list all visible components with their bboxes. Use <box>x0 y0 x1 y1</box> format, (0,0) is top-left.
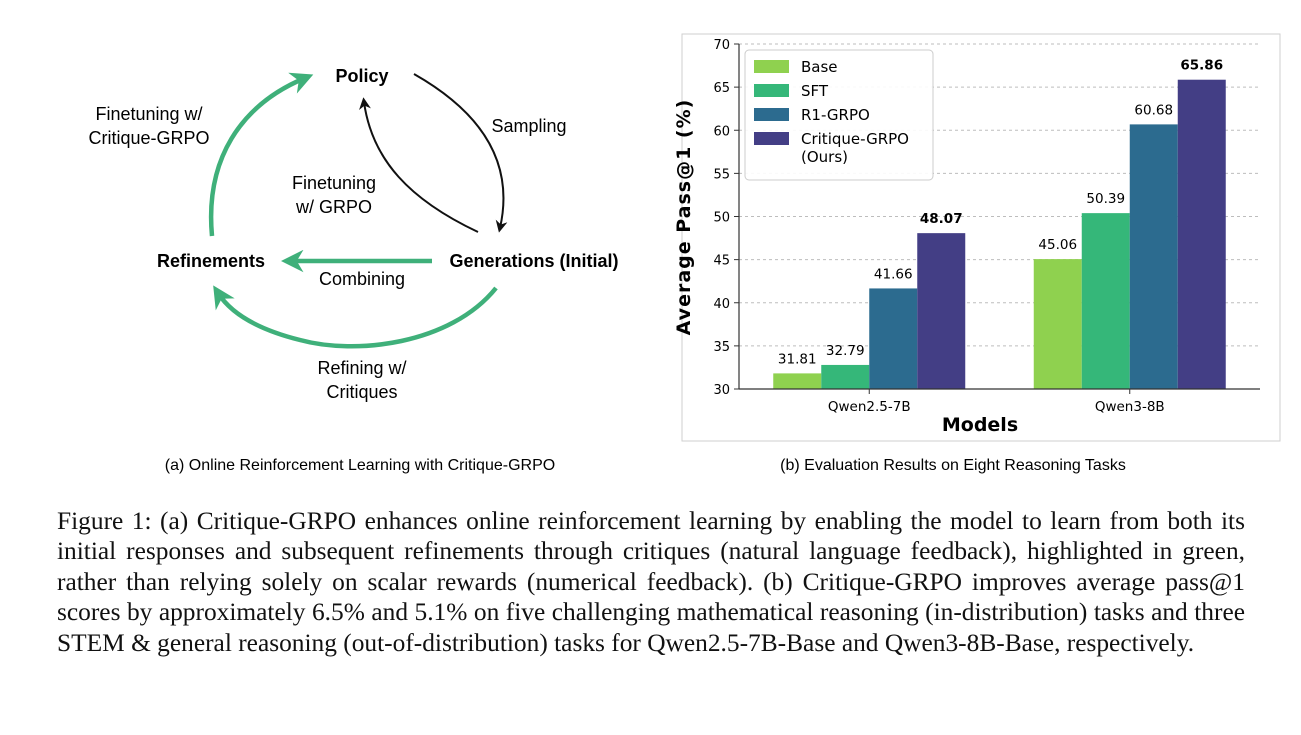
y-axis-title: Average Pass@1 (%) <box>673 99 695 336</box>
bar-value-label: 65.86 <box>1180 58 1223 74</box>
y-tick-label: 35 <box>713 340 730 355</box>
bar-value-label: 60.68 <box>1134 102 1173 118</box>
combining-label: Combining <box>319 269 405 289</box>
bar-value-label: 48.07 <box>920 211 963 227</box>
finetune-grpo-label-2: w/ GRPO <box>295 197 372 217</box>
x-tick-label: Qwen2.5-7B <box>828 399 911 415</box>
bar-value-label: 31.81 <box>778 351 817 367</box>
cycle-diagram: Policy Generations (Initial) Refinements… <box>88 66 618 474</box>
subcaption-a: (a) Online Reinforcement Learning with C… <box>165 457 555 474</box>
legend-swatch <box>754 60 789 73</box>
x-axis-title: Models <box>942 414 1018 436</box>
legend-label: SFT <box>801 82 829 100</box>
legend: Base SFT R1-GRPO Critique-GRPO(Ours) <box>744 49 934 181</box>
bar <box>1033 259 1082 389</box>
sampling-arrow <box>413 73 508 233</box>
policy-node: Policy <box>335 66 388 86</box>
refining-label-1: Refining w/ <box>317 358 406 378</box>
x-tick-label: Qwen3-8B <box>1095 399 1165 415</box>
bar-value-label: 50.39 <box>1086 191 1125 207</box>
finetune-grpo-arrow <box>359 97 479 233</box>
refining-label-2: Critiques <box>326 382 397 402</box>
finetune-critique-arrow <box>208 72 314 237</box>
subcaption-b: (b) Evaluation Results on Eight Reasonin… <box>780 457 1126 474</box>
bar <box>773 373 822 389</box>
figure-caption: Figure 1: (a) Critique-GRPO enhances onl… <box>57 507 1245 657</box>
legend-swatch <box>754 132 789 145</box>
y-tick-label: 60 <box>713 124 730 139</box>
axes: 30 35 40 45 50 55 60 65 70 Qwen2.5-7B Qwen3-8B <box>713 38 1260 415</box>
bars: 31.81 32.79 41.66 48.07 45.06 50.39 60.68 65.86 <box>773 58 1226 390</box>
refinements-node: Refinements <box>157 251 265 271</box>
finetune-grpo-label-1: Finetuning <box>292 173 376 193</box>
y-tick-label: 45 <box>713 254 730 269</box>
legend-label: Base <box>801 58 838 76</box>
bar-chart: 31.81 32.79 41.66 48.07 45.06 50.39 60.68 65.86… <box>673 33 1281 474</box>
bar <box>869 288 918 389</box>
bar-value-label: 32.79 <box>826 343 865 359</box>
bar <box>917 233 966 389</box>
bar <box>1081 213 1130 389</box>
refining-arrow <box>213 285 498 349</box>
sampling-label: Sampling <box>491 116 566 136</box>
bar <box>1129 124 1178 389</box>
legend-box <box>744 49 934 181</box>
bar <box>821 364 870 389</box>
y-tick-label: 70 <box>713 38 730 53</box>
legend-swatch <box>754 84 789 97</box>
y-tick-label: 55 <box>713 167 730 182</box>
legend-label: Critique-GRPO <box>801 130 909 148</box>
chart-frame <box>681 33 1281 442</box>
legend-swatch <box>754 108 789 121</box>
legend-label: (Ours) <box>801 148 848 166</box>
y-tick-label: 50 <box>713 211 730 226</box>
bar-value-label: 41.66 <box>874 266 913 282</box>
y-tick-label: 30 <box>713 383 730 398</box>
y-tick-label: 40 <box>713 297 730 312</box>
finetune-critique-label-2: Critique-GRPO <box>88 128 209 148</box>
y-tick-label: 65 <box>713 81 730 96</box>
bar <box>1177 79 1226 390</box>
generations-node: Generations (Initial) <box>449 251 618 271</box>
bar-value-label: 45.06 <box>1038 237 1077 253</box>
legend-label: R1-GRPO <box>801 106 870 124</box>
finetune-critique-label-1: Finetuning w/ <box>95 104 202 124</box>
